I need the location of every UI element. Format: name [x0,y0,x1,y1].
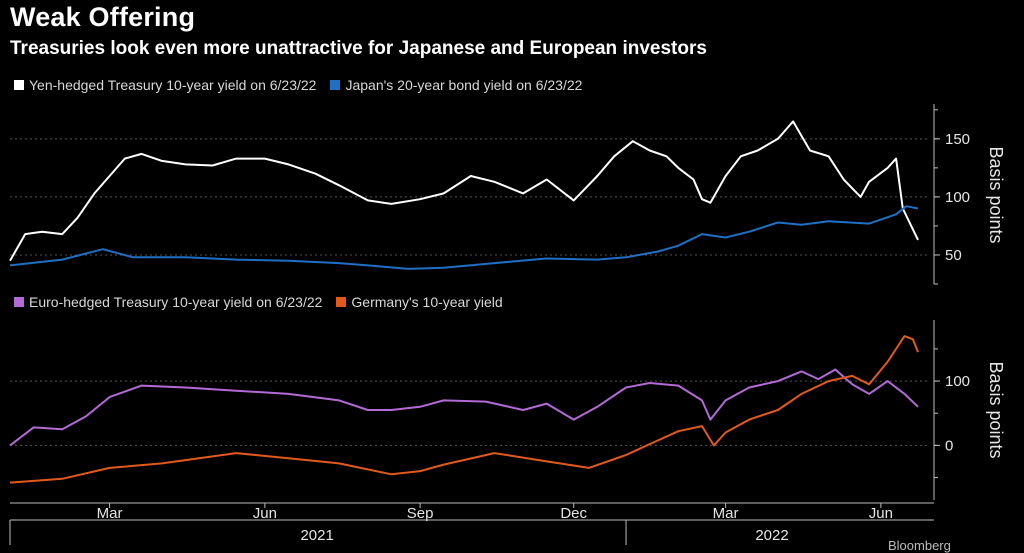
legend-item-japan-20y: Japan's 20-year bond yield on 6/23/22 [330,77,582,93]
x-tick-label: Jun [253,505,277,522]
series-line-japan-s-20-year-bond-yield-on-6-23-22 [9,205,919,270]
y-tick-label: 150 [945,131,970,148]
legend-label-germany-10y: Germany's 10-year yield [351,294,503,310]
legend-swatch-orange [336,297,347,307]
legend-item-yen-hedged: Yen-hedged Treasury 10-year yield on 6/2… [14,77,316,93]
y-tick-label: 0 [945,437,953,454]
series-line-germany-s-10-year-yield [9,335,919,484]
legend-label-euro-hedged: Euro-hedged Treasury 10-year yield on 6/… [29,294,323,310]
top-legend: Yen-hedged Treasury 10-year yield on 6/2… [14,77,596,93]
series-line-yen-hedged-treasury-10-year-yield-on-6-23-22 [9,120,919,262]
x-tick-label: Dec [560,505,587,522]
bloomberg-logo: Bloomberg [888,538,951,553]
legend-swatch-purple [14,297,24,307]
legend-item-germany-10y: Germany's 10-year yield [336,294,503,310]
y-tick-label: 100 [945,189,970,206]
y-axis-title: Basis points [986,361,1006,458]
legend-label-yen-hedged: Yen-hedged Treasury 10-year yield on 6/2… [29,77,317,93]
y-tick-label: 100 [945,373,970,390]
legend-swatch-blue [330,80,341,90]
x-tick-label: Sep [407,505,434,522]
series-line-euro-hedged-treasury-10-year-yield-on-6-23-22 [9,368,919,447]
x-tick-label: Jun [869,505,893,522]
chart-title: Weak Offering [10,2,196,32]
legend-label-japan-20y: Japan's 20-year bond yield on 6/23/22 [345,77,583,93]
x-year-label: 2022 [755,527,788,544]
x-year-label: 2021 [300,527,333,544]
x-tick-label: Mar [713,505,739,522]
chart-subtitle: Treasuries look even more unattractive f… [10,38,707,59]
legend-swatch-white [14,80,24,90]
y-axis-title: Basis points [986,146,1006,243]
y-tick-label: 50 [945,247,962,264]
x-tick-label: Mar [97,505,123,522]
legend-item-euro-hedged: Euro-hedged Treasury 10-year yield on 6/… [14,294,322,310]
bottom-legend: Euro-hedged Treasury 10-year yield on 6/… [14,294,517,310]
